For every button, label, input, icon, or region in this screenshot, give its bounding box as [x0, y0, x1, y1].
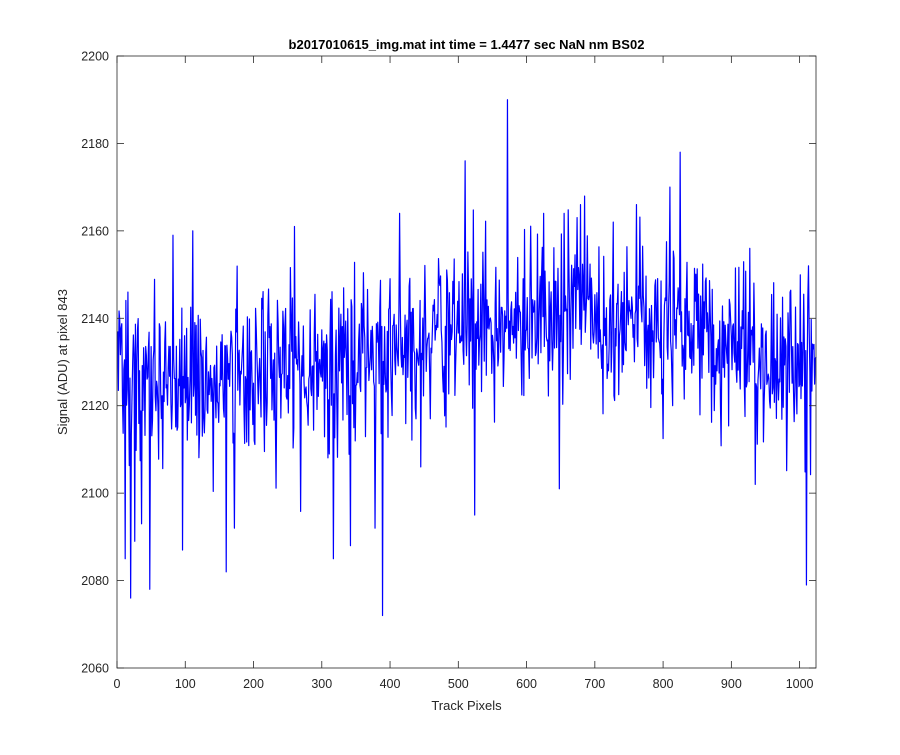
y-tick-label: 2060	[81, 662, 109, 676]
axis-ticks	[116, 55, 816, 669]
x-tick-label: 1000	[786, 677, 814, 691]
x-tick-label: 500	[448, 677, 469, 691]
x-tick-label: 300	[311, 677, 332, 691]
plot-area	[116, 55, 817, 669]
chart-title: b2017010615_img.mat int time = 1.4477 se…	[289, 37, 645, 52]
y-tick-label: 2180	[81, 137, 109, 151]
x-tick-label: 100	[175, 677, 196, 691]
y-tick-label: 2120	[81, 399, 109, 413]
x-tick-label: 700	[584, 677, 605, 691]
x-tick-label: 800	[653, 677, 674, 691]
axes-box	[116, 55, 817, 669]
x-tick-label: 200	[243, 677, 264, 691]
x-tick-label: 0	[114, 677, 121, 691]
x-tick-label: 600	[516, 677, 537, 691]
y-tick-label: 2080	[81, 574, 109, 588]
y-tick-label: 2160	[81, 224, 109, 238]
y-tick-label: 2100	[81, 487, 109, 501]
series-line	[117, 99, 817, 617]
y-tick-label: 2200	[81, 50, 109, 64]
x-axis-label: Track Pixels	[431, 698, 502, 713]
y-axis-label: Signal (ADU) at pixel 843	[55, 289, 70, 435]
x-tick-label: 400	[380, 677, 401, 691]
axis-tick-labels: 0 100 200 300 400 500 600 700 800 900 1000 2060 2080…	[81, 50, 813, 692]
x-tick-label: 900	[721, 677, 742, 691]
y-tick-label: 2140	[81, 312, 109, 326]
